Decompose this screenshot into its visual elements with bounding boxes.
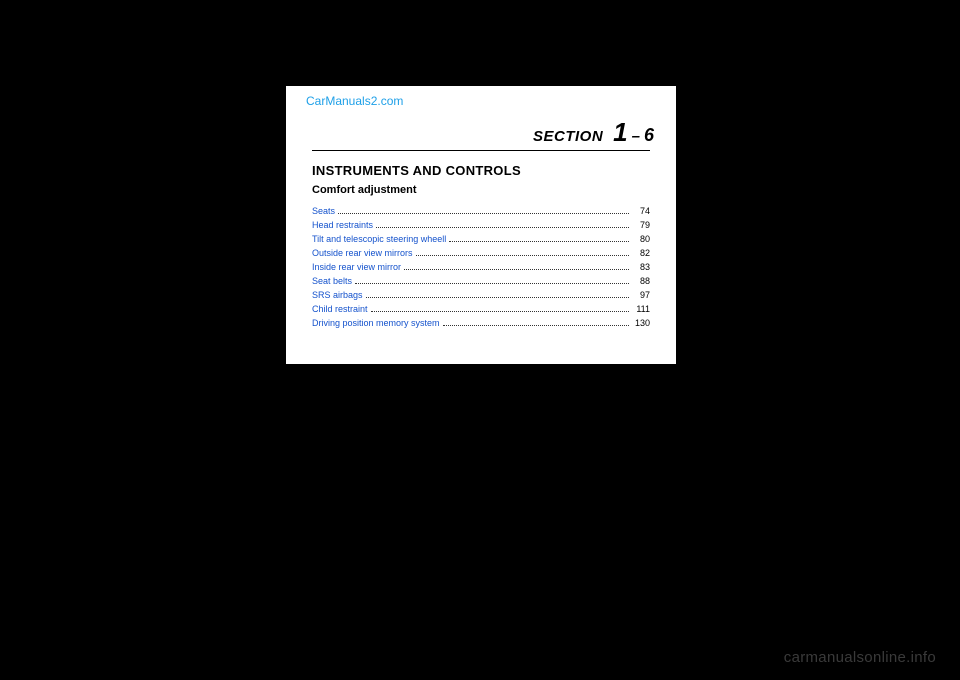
section-word: SECTION bbox=[525, 128, 603, 145]
toc-page: 80 bbox=[632, 232, 650, 246]
toc-link[interactable]: Driving position memory system bbox=[312, 316, 440, 330]
page-title: INSTRUMENTS AND CONTROLS bbox=[312, 163, 656, 178]
toc-link[interactable]: Seat belts bbox=[312, 274, 352, 288]
toc-link[interactable]: Inside rear view mirror bbox=[312, 260, 401, 274]
toc-dots bbox=[443, 320, 629, 326]
toc-row: SRS airbags 97 bbox=[312, 288, 650, 302]
toc-dots bbox=[416, 250, 629, 256]
manual-page: CarManuals2.com SECTION 1 – 6 INSTRUMENT… bbox=[286, 86, 676, 364]
toc-dots bbox=[355, 278, 629, 284]
section-header: SECTION 1 – 6 bbox=[306, 117, 656, 148]
toc-row: Seats 74 bbox=[312, 204, 650, 218]
toc-page: 111 bbox=[632, 302, 650, 316]
toc-row: Child restraint 111 bbox=[312, 302, 650, 316]
toc-dots bbox=[449, 236, 629, 242]
rule-bottom bbox=[312, 150, 650, 151]
toc-page: 97 bbox=[632, 288, 650, 302]
toc-link[interactable]: Seats bbox=[312, 204, 335, 218]
toc-row: Head restraints 79 bbox=[312, 218, 650, 232]
toc-row: Tilt and telescopic steering wheell 80 bbox=[312, 232, 650, 246]
watermark-top: CarManuals2.com bbox=[306, 94, 656, 108]
toc-link[interactable]: Head restraints bbox=[312, 218, 373, 232]
toc-row: Seat belts 88 bbox=[312, 274, 650, 288]
toc-page: 82 bbox=[632, 246, 650, 260]
section-number: 1 bbox=[613, 117, 627, 148]
toc-dots bbox=[366, 292, 629, 298]
toc-page: 130 bbox=[632, 316, 650, 330]
toc-dots bbox=[338, 208, 629, 214]
toc-link[interactable]: SRS airbags bbox=[312, 288, 363, 302]
toc-row: Inside rear view mirror 83 bbox=[312, 260, 650, 274]
toc-page: 83 bbox=[632, 260, 650, 274]
toc-dots bbox=[371, 306, 629, 312]
toc-page: 74 bbox=[632, 204, 650, 218]
table-of-contents: Seats 74 Head restraints 79 Tilt and tel… bbox=[312, 204, 650, 330]
page-subtitle: Comfort adjustment bbox=[312, 184, 656, 196]
toc-dots bbox=[404, 264, 629, 270]
toc-link[interactable]: Outside rear view mirrors bbox=[312, 246, 413, 260]
section-dash: – bbox=[632, 128, 640, 145]
toc-link[interactable]: Child restraint bbox=[312, 302, 368, 316]
toc-page: 88 bbox=[632, 274, 650, 288]
toc-row: Driving position memory system 130 bbox=[312, 316, 650, 330]
toc-link[interactable]: Tilt and telescopic steering wheell bbox=[312, 232, 446, 246]
section-subnumber: 6 bbox=[644, 125, 654, 146]
toc-dots bbox=[376, 222, 629, 228]
toc-page: 79 bbox=[632, 218, 650, 232]
watermark-bottom: carmanualsonline.info bbox=[784, 649, 936, 666]
toc-row: Outside rear view mirrors 82 bbox=[312, 246, 650, 260]
